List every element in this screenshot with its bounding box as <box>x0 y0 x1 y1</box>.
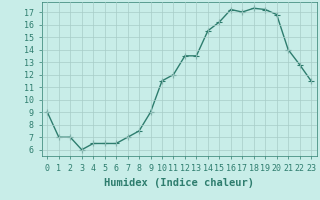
X-axis label: Humidex (Indice chaleur): Humidex (Indice chaleur) <box>104 178 254 188</box>
